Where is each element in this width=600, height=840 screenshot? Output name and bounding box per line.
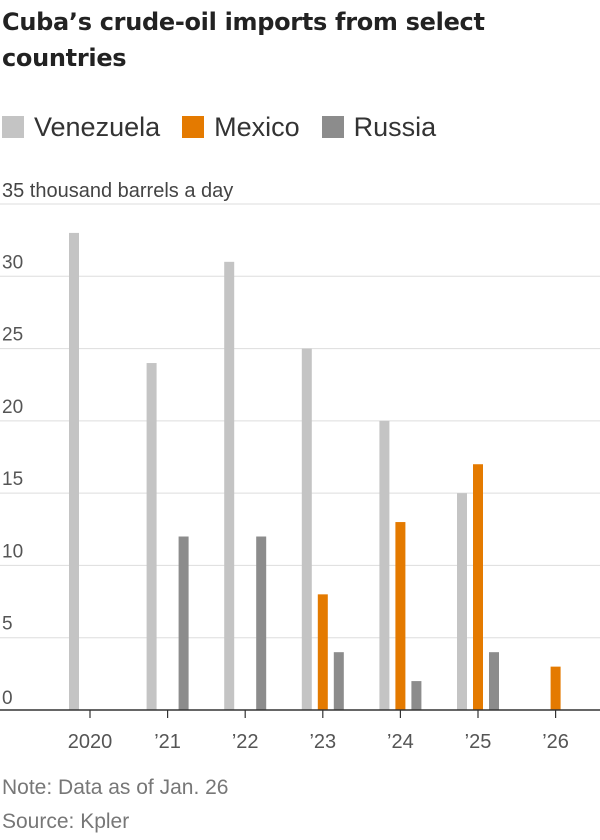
x-tick-label: ’21 (154, 731, 181, 753)
bar-venezuela-4 (379, 420, 390, 710)
bar-venezuela-1 (146, 363, 157, 710)
y-tick-label: 15 (2, 469, 23, 490)
bar-mexico-5 (473, 464, 483, 710)
source-text: Source: Kpler (2, 810, 130, 833)
y-tick-label: 25 (2, 325, 23, 346)
legend-swatch-russia (321, 116, 344, 138)
y-tick-label: 20 (2, 397, 23, 418)
x-tick-label: 2020 (68, 731, 113, 753)
x-tick-label: ’24 (387, 731, 414, 753)
legend-swatch-venezuela (2, 116, 24, 138)
y-tick-label: 10 (2, 541, 23, 562)
legend: Venezuela Mexico Russia (2, 110, 458, 144)
y-tick-label: 35 thousand barrels a day (2, 180, 233, 202)
x-tick-label: ’26 (542, 731, 569, 753)
bar-russia-5 (489, 652, 499, 710)
bar-venezuela-0 (69, 232, 79, 710)
bar-russia-2 (256, 536, 267, 710)
y-tick-label: 30 (2, 252, 23, 273)
note-text: Note: Data as of Jan. 26 (2, 776, 229, 799)
bar-venezuela-5 (457, 493, 467, 710)
legend-label-venezuela: Venezuela (34, 111, 161, 142)
legend-label-russia: Russia (353, 111, 437, 142)
legend-item-mexico: Mexico (182, 112, 300, 143)
bar-chart: 5 10 15 20 25 30 35 thousand barrels a day 0 202… (0, 180, 600, 753)
y-tick-label: 5 (2, 614, 13, 635)
x-tick-label: ’22 (232, 731, 259, 753)
x-tick-label: ’25 (465, 731, 492, 753)
bar-russia-3 (333, 652, 344, 710)
legend-item-russia: Russia (321, 111, 437, 143)
bar-russia-1 (178, 536, 189, 710)
y-tick-label: 0 (2, 688, 13, 709)
legend-swatch-mexico (182, 116, 205, 138)
bar-venezuela-2 (224, 261, 235, 710)
bar-mexico-4 (395, 522, 406, 710)
bar-russia-4 (411, 681, 422, 710)
x-tick-label: ’23 (309, 731, 336, 753)
legend-item-venezuela: Venezuela (2, 112, 160, 143)
bar-mexico-3 (317, 594, 328, 710)
bar-venezuela-3 (301, 348, 312, 710)
bar-mexico-6 (550, 666, 561, 710)
legend-label-mexico: Mexico (214, 111, 300, 142)
chart-title: Cuba’s crude-oil imports from select cou… (2, 8, 485, 72)
